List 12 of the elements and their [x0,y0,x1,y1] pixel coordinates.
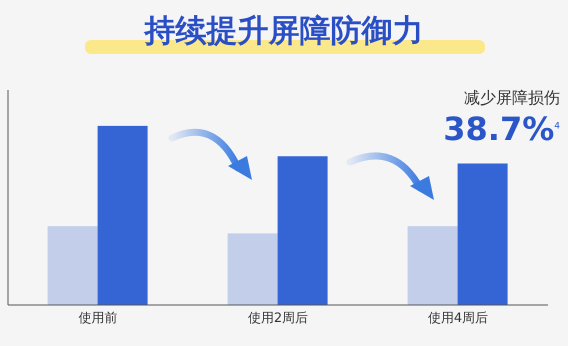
bar [228,233,278,305]
annotation: 38.7%$^{4}$ [442,110,560,148]
bar [408,226,458,305]
x-tick-label: 使用前 [78,311,118,326]
bar [278,156,328,305]
x-tick-label: 使用4周后 [428,311,488,326]
bar [48,226,98,305]
x-tick-label: 使用2周后 [248,311,308,326]
bar [98,126,148,305]
chart-title: 持续提升屏障防御力 [142,12,424,51]
bar [458,163,508,305]
text: 减少屏障损伤 [463,88,560,109]
